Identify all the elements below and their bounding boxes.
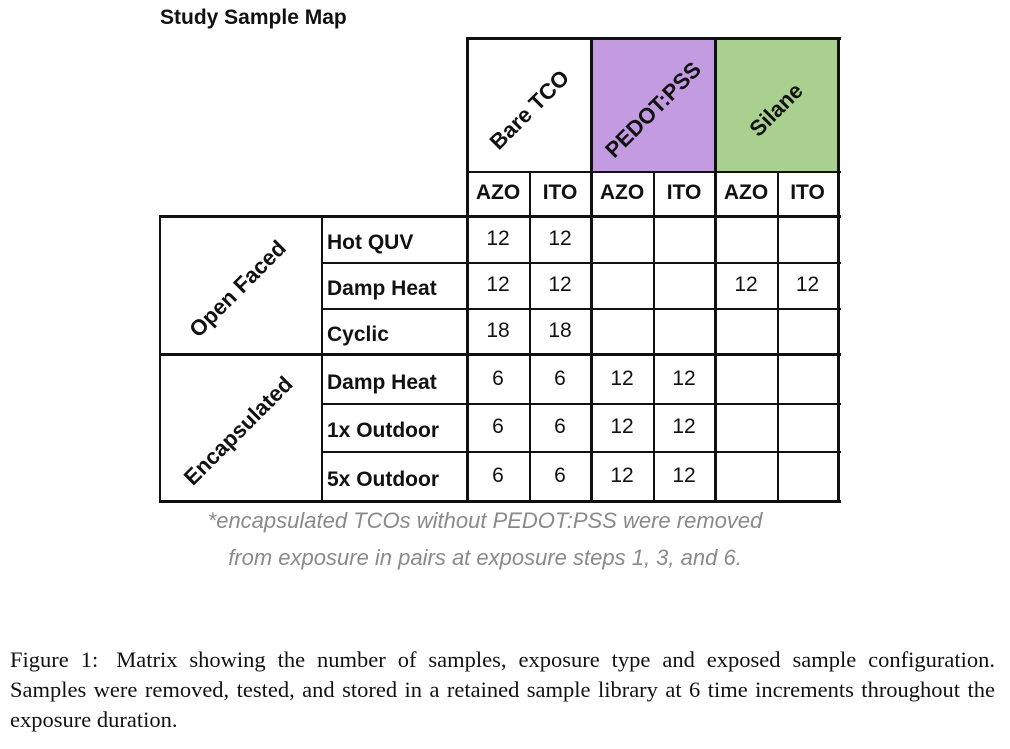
sample-count-cell: 18 (486, 319, 510, 342)
sample-count-cell: 6 (554, 463, 566, 487)
row-line (321, 308, 841, 310)
row-line (321, 451, 841, 453)
subheader-azo: AZO (723, 181, 769, 204)
sample-count-cell (653, 262, 715, 308)
subheader-azo: AZO (599, 181, 645, 204)
row-label: Hot QUV (327, 230, 414, 254)
label-divider (321, 215, 323, 502)
sample-count-cell (777, 451, 838, 500)
sample-count-cell: 12 (610, 415, 634, 438)
sample-count-cell (715, 451, 777, 500)
sample-count-cell (591, 308, 653, 354)
column-line (714, 37, 717, 501)
column-line (466, 37, 469, 501)
sample-count-cell (777, 354, 838, 403)
row-label: Cyclic (327, 323, 389, 346)
section-label: Open Faced (184, 234, 291, 342)
column-line (529, 171, 531, 500)
row-line (321, 403, 841, 405)
sample-count-cell: 6 (554, 415, 566, 438)
column-line (653, 171, 655, 500)
row-label: Damp Heat (327, 370, 437, 394)
sample-count-cell (591, 215, 653, 262)
sample-count-cell: 12 (795, 273, 820, 296)
sample-count-cell (591, 262, 653, 308)
sample-count-cell: 12 (610, 463, 634, 487)
footnote-line-1: *encapsulated TCOs without PEDOT:PSS wer… (207, 508, 763, 533)
left-border (159, 215, 161, 502)
sample-count-cell: 12 (672, 463, 696, 487)
sample-count-cell (715, 403, 777, 451)
group-header-bg (591, 37, 715, 171)
table-bottom-line (159, 500, 841, 503)
sample-count-cell (653, 215, 715, 262)
group-header-bg (467, 37, 591, 171)
sample-count-cell: 12 (672, 415, 696, 438)
subheader-ito: ITO (542, 181, 578, 204)
header-border-top (467, 37, 841, 40)
sample-count-cell: 6 (554, 366, 566, 390)
figure-title: Study Sample Map (160, 6, 347, 29)
sample-count-cell (777, 403, 838, 451)
subheader-azo: AZO (475, 181, 521, 204)
sample-count-cell: 12 (548, 273, 572, 296)
sample-count-cell: 12 (486, 226, 510, 250)
sample-count-cell (777, 308, 838, 354)
footnote-line-2: from exposure in pairs at exposure steps… (228, 545, 742, 570)
sample-count-cell: 12 (672, 366, 696, 390)
sample-count-cell (777, 215, 838, 262)
column-line (777, 171, 779, 500)
row-line (321, 262, 841, 264)
sample-count-cell (715, 354, 777, 403)
sample-count-cell: 18 (548, 319, 572, 342)
sample-count-cell (653, 308, 715, 354)
sample-count-cell: 6 (492, 415, 504, 438)
row-label: 1x Outdoor (327, 419, 440, 442)
figure-caption: Figure 1: Matrix showing the number of sa… (10, 645, 995, 735)
subheader-bottom-line (159, 215, 841, 218)
row-label: Damp Heat (327, 277, 437, 300)
row-line (159, 353, 841, 356)
subheader-ito: ITO (666, 181, 702, 204)
sample-count-cell: 12 (610, 366, 634, 390)
subheader-ito: ITO (790, 181, 825, 204)
column-line (837, 37, 840, 501)
section-label: Encapsulated (178, 371, 298, 491)
sample-count-cell: 12 (548, 226, 572, 250)
sample-count-cell: 12 (734, 273, 758, 296)
sample-count-cell (715, 215, 777, 262)
column-line (590, 37, 593, 501)
caption-label: Figure 1: (10, 647, 99, 672)
group-header-bg (715, 37, 838, 171)
caption-text: Matrix showing the number of samples, ex… (10, 647, 995, 732)
sample-count-cell: 6 (492, 463, 504, 487)
sample-count-cell: 6 (492, 366, 504, 390)
sample-count-cell: 12 (486, 273, 510, 296)
row-label: 5x Outdoor (327, 467, 440, 491)
sample-count-cell (715, 308, 777, 354)
